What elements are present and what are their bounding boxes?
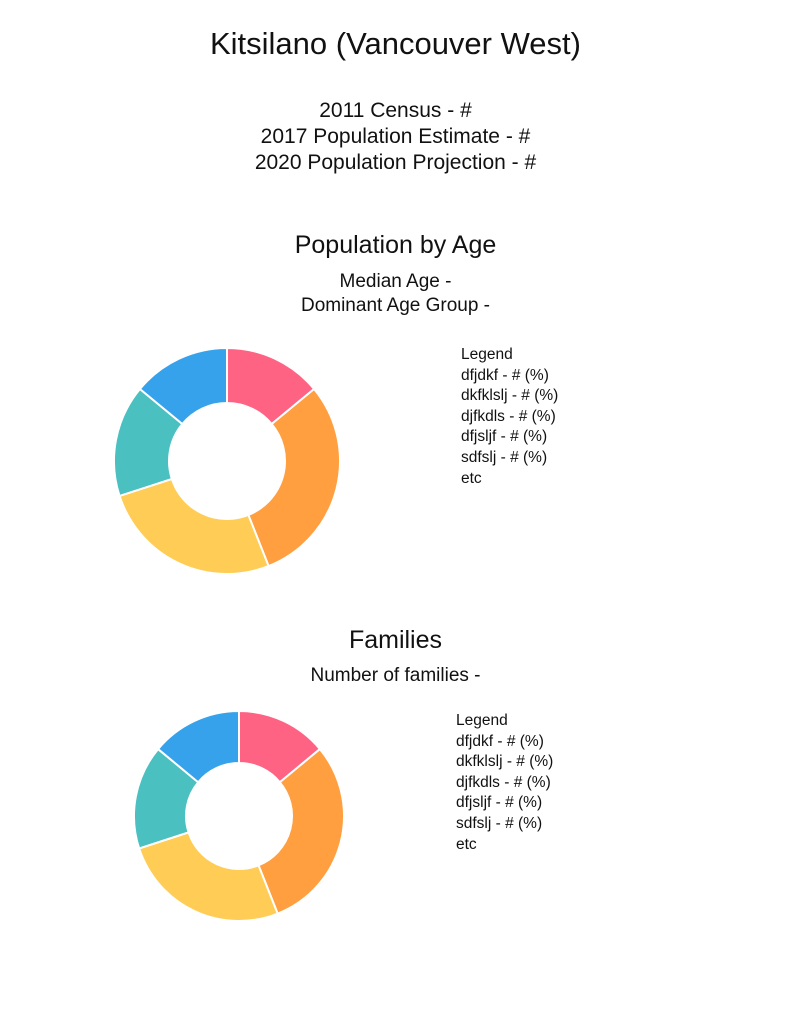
section-title-families: Families: [348, 626, 443, 654]
section-subtitles-age: Median Age - Dominant Age Group -: [0, 270, 791, 318]
census-2011: 2011 Census - #: [319, 99, 472, 122]
age-donut-chart: [113, 346, 341, 575]
median-age: Median Age -: [339, 271, 452, 292]
section-subtitles-families: Number of families -: [0, 664, 791, 688]
legend-title: Legend: [461, 346, 513, 363]
donut-segment-sdfslj: [156, 709, 240, 784]
population-stats: 2011 Census - # 2017 Population Estimate…: [0, 98, 791, 176]
legend-item: dkfklslj - # (%): [456, 753, 554, 771]
legend-item: dfjdkf - # (%): [461, 366, 549, 384]
donut-segment-djfkdls: [118, 477, 270, 575]
legend-item: sdfslj - # (%): [461, 448, 548, 466]
donut-segment-djfkdls: [137, 831, 279, 922]
legend-item: dfjdkf - # (%): [456, 732, 544, 750]
section-title-age: Population by Age: [294, 231, 497, 259]
legend-item: djfkdls - # (%): [456, 773, 551, 791]
projection-2020: 2020 Population Projection - #: [254, 151, 537, 174]
legend-item: djfkdls - # (%): [461, 407, 556, 425]
legend-item: dfjsljf - # (%): [461, 428, 548, 446]
legend-item: etc: [456, 835, 477, 853]
donut-segment-dkfklslj: [247, 387, 341, 568]
age-legend: Legend dfjdkf - # (%) dkfklslj - # (%) d…: [461, 345, 558, 489]
legend-item: etc: [461, 469, 482, 487]
donut-segment-sdfslj: [138, 346, 228, 426]
number-of-families: Number of families -: [310, 665, 481, 686]
legend-item: dfjsljf - # (%): [456, 794, 543, 812]
estimate-2017: 2017 Population Estimate - #: [260, 125, 531, 148]
families-legend: Legend dfjdkf - # (%) dkfklslj - # (%) d…: [456, 711, 553, 855]
legend-item: dkfklslj - # (%): [461, 387, 559, 405]
donut-segment-dkfklslj: [257, 747, 345, 915]
families-donut-chart: [133, 709, 345, 922]
page-title: Kitsilano (Vancouver West): [209, 26, 581, 61]
legend-item: sdfslj - # (%): [456, 814, 543, 832]
legend-title: Legend: [456, 712, 508, 729]
dominant-age-group: Dominant Age Group -: [300, 295, 491, 316]
